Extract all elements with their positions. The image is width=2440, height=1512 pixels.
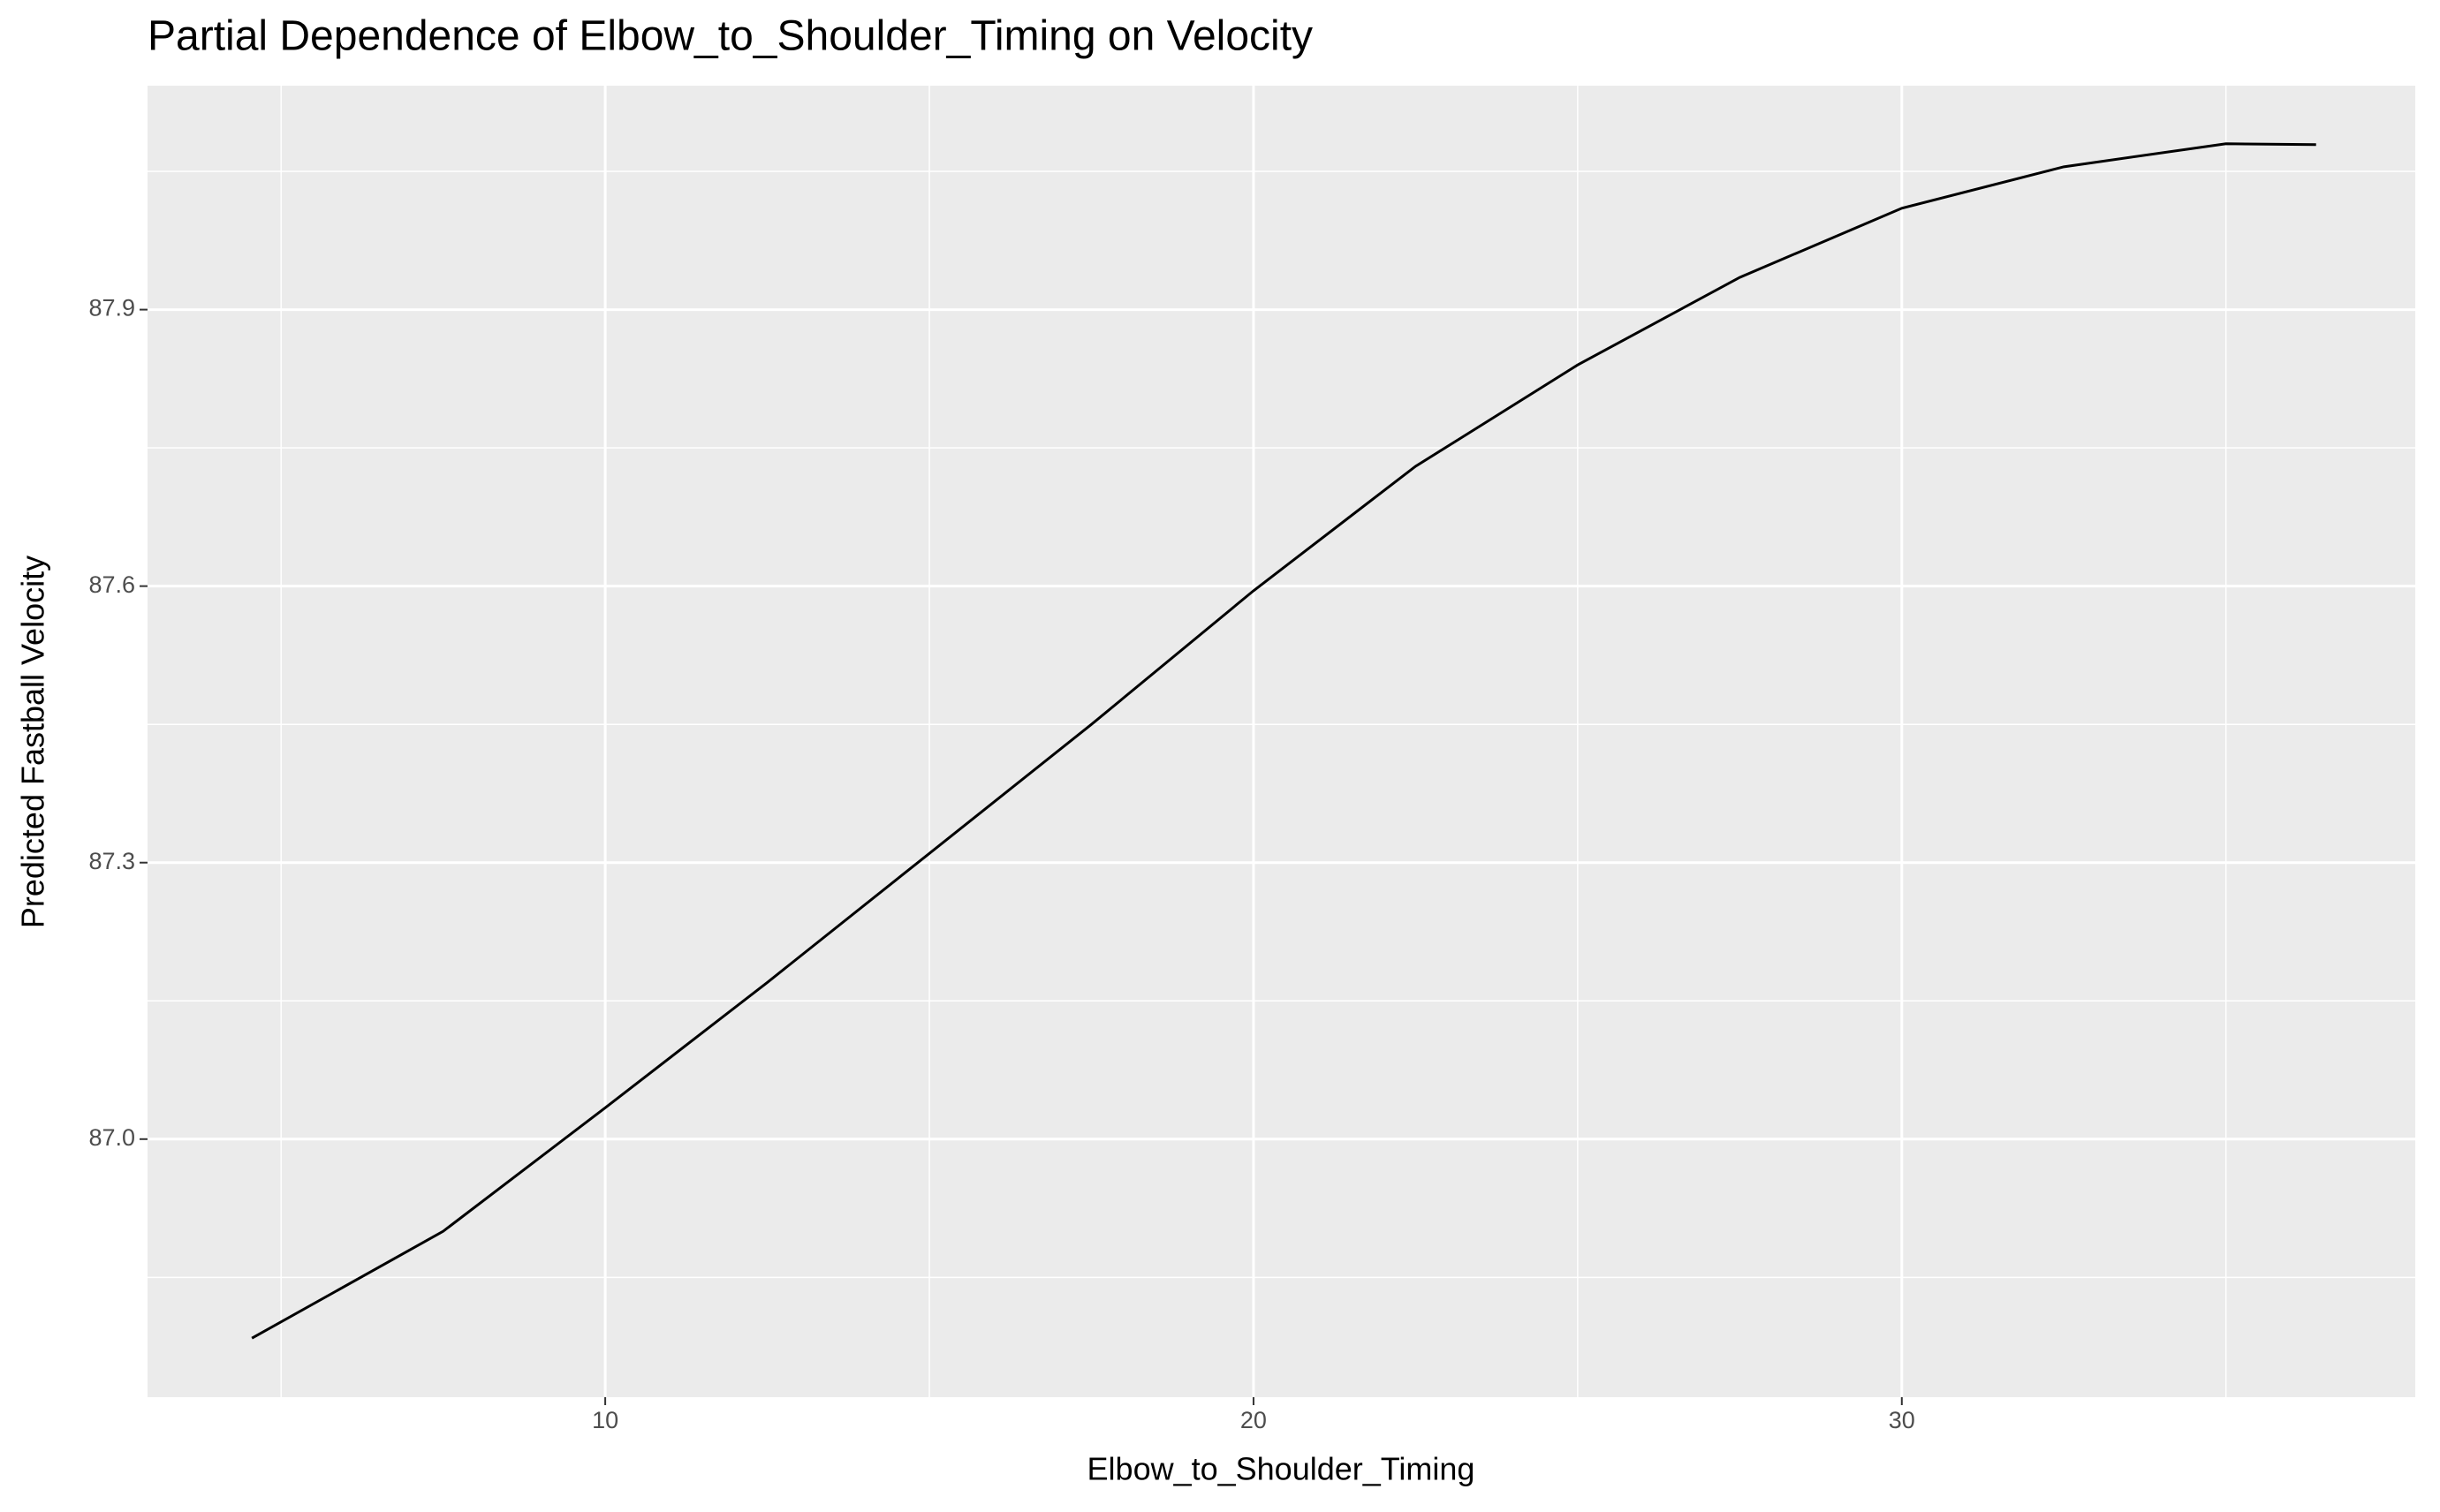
y-tick-label: 87.6 (88, 571, 135, 598)
y-axis-title: Predicted Fastball Velocity (15, 556, 51, 928)
x-tick-label: 30 (1889, 1407, 1915, 1433)
y-tick-label: 87.3 (88, 848, 135, 874)
plot-panel (148, 86, 2415, 1397)
chart-title: Partial Dependence of Elbow_to_Shoulder_… (148, 13, 1313, 60)
y-tick-label: 87.0 (88, 1124, 135, 1151)
x-tick-label: 10 (592, 1407, 618, 1433)
x-tick-label: 20 (1240, 1407, 1267, 1433)
line (251, 142, 2316, 1340)
y-tick-label: 87.9 (88, 295, 135, 321)
x-axis-title: Elbow_to_Shoulder_Timing (1087, 1451, 1475, 1487)
